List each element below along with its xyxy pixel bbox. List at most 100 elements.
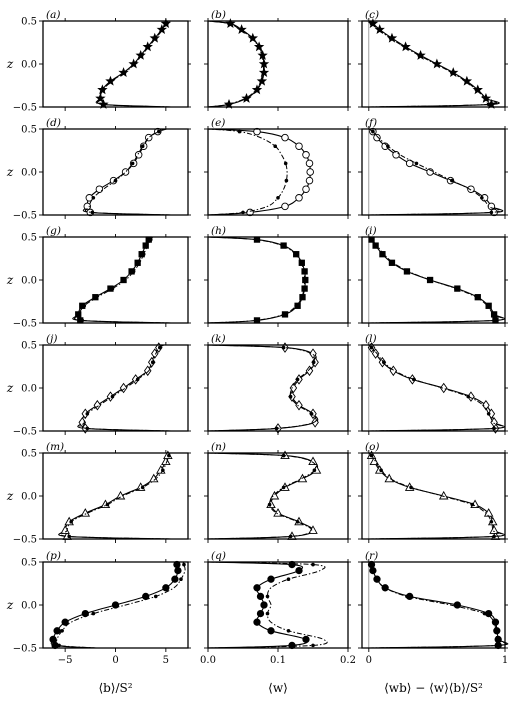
panel-label: (r) [365, 550, 378, 562]
data-marker-group [281, 485, 286, 490]
panel-frame [207, 561, 349, 649]
data-marker-group [281, 202, 289, 211]
x-tick-label: −5 [58, 655, 73, 666]
f-solid-curve [368, 236, 506, 324]
data-point [283, 161, 288, 166]
data-marker-group [57, 643, 61, 648]
data-point [256, 592, 265, 601]
panel-label: (l) [365, 333, 377, 345]
panel-label: (q) [211, 550, 226, 562]
panel-r: (r) 0 1 [358, 550, 509, 666]
data-marker-group [489, 525, 499, 534]
data-marker-group [405, 594, 409, 599]
data-point [174, 566, 182, 575]
data-marker-group [101, 88, 106, 92]
panel-n: (n) [204, 441, 351, 543]
data-marker-group [162, 584, 170, 592]
data-point [53, 627, 61, 635]
y-tick-label: −0.5 [13, 211, 37, 222]
data-point [83, 202, 92, 211]
data-point [489, 525, 499, 534]
data-point [467, 185, 475, 193]
data-marker-group [409, 485, 413, 490]
data-marker-group [305, 159, 314, 168]
y-tick-label: 0.5 [21, 233, 37, 244]
data-marker-group [388, 259, 396, 266]
data-point [85, 426, 90, 431]
data-marker-group [100, 102, 105, 107]
data-marker-group [492, 318, 496, 323]
f-solid-curve [368, 128, 504, 216]
data-marker-group [482, 399, 490, 411]
data-marker-group [135, 377, 140, 382]
data-marker-group [90, 210, 95, 215]
data-marker-group [311, 562, 315, 567]
data-marker-group [482, 611, 487, 616]
data-point [128, 58, 139, 69]
data-marker-group [253, 318, 258, 323]
data-marker-group [53, 627, 61, 635]
panel-c: (c) [358, 9, 508, 111]
data-point [302, 635, 310, 644]
data-point [253, 618, 261, 626]
data-marker-group [309, 412, 314, 416]
data-marker-group [295, 194, 303, 202]
data-marker-group [258, 58, 270, 69]
data-point [111, 601, 120, 609]
panel-o: (o) [358, 441, 508, 543]
y-tick-label: 0.0 [21, 601, 37, 612]
data-point [161, 456, 171, 466]
data-marker-group [405, 159, 414, 168]
data-marker-group [302, 269, 306, 274]
panel-frame [361, 236, 506, 324]
data-point [142, 242, 149, 249]
data-marker-group [492, 426, 496, 431]
data-point [80, 508, 91, 517]
data-point [489, 520, 494, 524]
data-point [369, 237, 374, 242]
data-point [295, 377, 300, 382]
data-marker-group [302, 276, 309, 284]
data-point [171, 575, 179, 583]
panel-label: (i) [365, 225, 377, 237]
data-point [295, 566, 303, 575]
data-point [67, 534, 71, 539]
data-point [381, 252, 386, 256]
data-marker-group [134, 259, 141, 266]
data-marker-group [406, 269, 411, 274]
data-point [492, 426, 496, 431]
data-marker-group [141, 252, 146, 256]
data-marker-group [110, 394, 115, 399]
data-point [95, 185, 104, 193]
data-marker-group [288, 394, 293, 399]
data-marker-group [153, 594, 158, 599]
panel-i: (i) [358, 225, 508, 327]
panel-label: (k) [211, 333, 226, 345]
data-point [311, 562, 315, 567]
data-point [101, 88, 106, 92]
data-point [369, 566, 377, 575]
data-point [148, 237, 153, 242]
panel-frame [361, 344, 506, 432]
panel-a: (a) −0.5 0.0 0.5 z [6, 9, 191, 114]
data-point [69, 520, 73, 524]
w-dashed-curve [207, 128, 288, 216]
data-marker-group [167, 453, 171, 458]
y-tick-label: 0.5 [21, 341, 37, 352]
y-axis-label: z [6, 489, 14, 503]
data-marker-group [369, 566, 377, 575]
data-point [281, 133, 289, 142]
data-point [82, 304, 87, 308]
data-marker-group [113, 178, 118, 183]
data-marker-group [128, 58, 139, 69]
data-point [305, 365, 314, 377]
data-point [309, 348, 317, 359]
data-marker-group [426, 276, 434, 284]
data-marker-group [130, 161, 135, 166]
data-point [289, 382, 298, 394]
data-marker-group [486, 102, 491, 107]
data-marker-group [148, 237, 153, 242]
data-point [495, 643, 499, 648]
panel-m: (m) −0.5 0.0 0.5 z [6, 441, 191, 546]
panel-frame [207, 20, 349, 108]
